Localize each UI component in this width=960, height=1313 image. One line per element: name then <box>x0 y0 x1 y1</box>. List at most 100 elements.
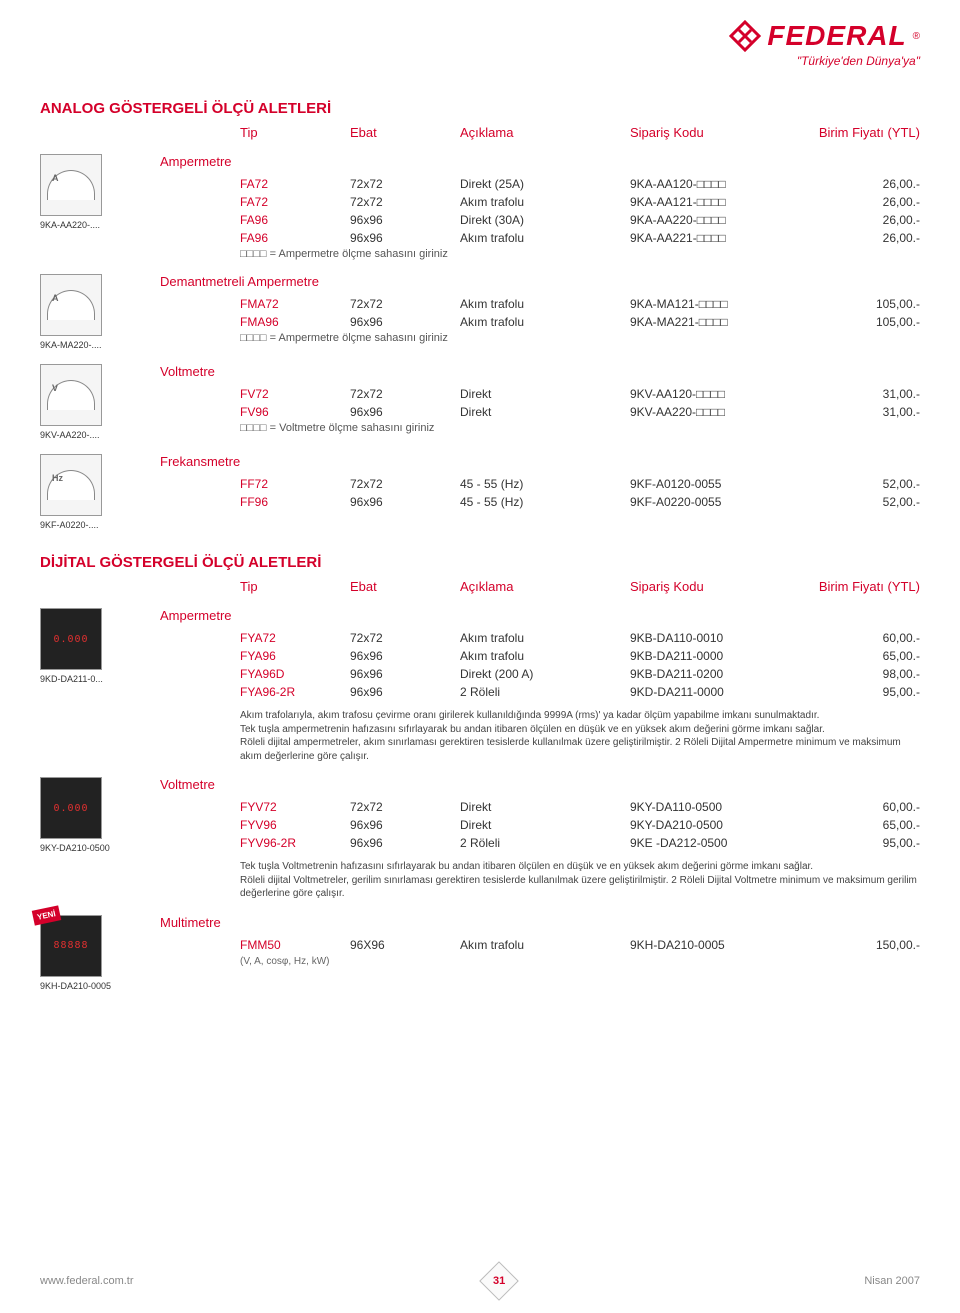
cell-tip: FV96 <box>240 403 350 421</box>
cell-ebat: 96x96 <box>350 647 460 665</box>
section2-title: DİJİTAL GÖSTERGELİ ÖLÇÜ ALETLERİ <box>40 554 920 571</box>
product-thumb: 0.000 <box>40 608 102 670</box>
new-badge: YENİ <box>32 905 61 925</box>
cell-ebat: 96x96 <box>350 211 460 229</box>
cell-aciklama: Direkt <box>460 385 630 403</box>
brand-tagline: "Türkiye'den Dünya'ya" <box>729 54 920 68</box>
cell-aciklama: Akım trafolu <box>460 229 630 247</box>
cell-fiyat: 52,00.- <box>800 475 920 493</box>
product-thumb: YENİ88888 <box>40 915 102 977</box>
cell-kod: 9KV-AA220-□□□□ <box>630 403 800 421</box>
category-name: Frekansmetre <box>160 454 920 469</box>
cell-aciklama: Direkt (25A) <box>460 175 630 193</box>
cell-fiyat: 65,00.- <box>800 816 920 834</box>
thumb-digits: 0.000 <box>53 634 88 645</box>
description-text: Tek tuşla Voltmetrenin hafızasını sıfırl… <box>160 860 920 901</box>
thumb-digits: 88888 <box>53 940 88 951</box>
cell-aciklama: Akım trafolu <box>460 193 630 211</box>
thumb-caption: 9KA-AA220-.... <box>40 220 160 230</box>
brand-logo-icon <box>729 20 761 52</box>
thumb-caption: 9KV-AA220-.... <box>40 430 160 440</box>
cell-kod: 9KY-DA110-0500 <box>630 798 800 816</box>
cell-aciklama: Direkt (200 A) <box>460 665 630 683</box>
note-text: □□□□ = Ampermetre ölçme sahasını giriniz <box>160 332 920 344</box>
cell-ebat: 96x96 <box>350 816 460 834</box>
cell-ebat: 96x96 <box>350 834 460 852</box>
cell-ebat: 96x96 <box>350 665 460 683</box>
cell-tip: FYA96-2R <box>240 683 350 701</box>
cell-aciklama: 45 - 55 (Hz) <box>460 475 630 493</box>
cell-fiyat: 95,00.- <box>800 683 920 701</box>
cell-kod: 9KB-DA211-0000 <box>630 647 800 665</box>
cell-kod: 9KY-DA210-0500 <box>630 816 800 834</box>
product-thumb: 0.000 <box>40 777 102 839</box>
table-row: FYA7272x72Akım trafolu9KB-DA110-001060,0… <box>160 629 920 647</box>
cell-aciklama: Akım trafolu <box>460 647 630 665</box>
description-text: Akım trafolarıyla, akım trafosu çevirme … <box>160 709 920 763</box>
brand-reg: ® <box>913 31 920 42</box>
table-row: FMA7272x72Akım trafolu9KA-MA121-□□□□105,… <box>160 295 920 313</box>
category-name: Multimetre <box>160 915 920 930</box>
cell-ebat: 96x96 <box>350 493 460 511</box>
cell-fiyat: 26,00.- <box>800 193 920 211</box>
cell-tip: FMA72 <box>240 295 350 313</box>
cell-fiyat: 31,00.- <box>800 385 920 403</box>
thumb-caption: 9KF-A0220-.... <box>40 520 160 530</box>
col-ebat: Ebat <box>350 579 460 594</box>
cell-fiyat: 105,00.- <box>800 313 920 331</box>
table-row: FF9696x9645 - 55 (Hz)9KF-A0220-005552,00… <box>160 493 920 511</box>
category-block: Hz9KF-A0220-....FrekansmetreFF7272x7245 … <box>40 454 920 530</box>
cell-kod: 9KH-DA210-0005 <box>630 936 800 954</box>
cell-aciklama: Akım trafolu <box>460 313 630 331</box>
footer: www.federal.com.tr 31 Nisan 2007 <box>40 1267 920 1295</box>
table-row: FA7272x72Direkt (25A)9KA-AA120-□□□□26,00… <box>160 175 920 193</box>
col-kod: Sipariş Kodu <box>630 579 800 594</box>
cell-kod: 9KV-AA120-□□□□ <box>630 385 800 403</box>
table-row: FMM5096X96Akım trafolu9KH-DA210-0005150,… <box>160 936 920 954</box>
cell-ebat: 72x72 <box>350 475 460 493</box>
cell-kod: 9KE -DA212-0500 <box>630 834 800 852</box>
cell-tip: FF96 <box>240 493 350 511</box>
cell-kod: 9KD-DA211-0000 <box>630 683 800 701</box>
cell-aciklama: Direkt <box>460 798 630 816</box>
cell-tip: FYA72 <box>240 629 350 647</box>
col-fiyat: Birim Fiyatı (YTL) <box>800 125 920 140</box>
thumb-caption: 9KA-MA220-.... <box>40 340 160 350</box>
brand-name: FEDERAL <box>767 20 906 52</box>
cell-ebat: 72x72 <box>350 629 460 647</box>
cell-fiyat: 26,00.- <box>800 211 920 229</box>
cell-tip: FA72 <box>240 175 350 193</box>
cell-kod: 9KA-MA221-□□□□ <box>630 313 800 331</box>
cell-aciklama: Akım trafolu <box>460 295 630 313</box>
category-block: 0.0009KD-DA211-0...AmpermetreFYA7272x72A… <box>40 608 920 763</box>
cell-ebat: 72x72 <box>350 798 460 816</box>
product-thumb: A <box>40 274 102 336</box>
cell-kod: 9KF-A0120-0055 <box>630 475 800 493</box>
cell-ebat: 96x96 <box>350 683 460 701</box>
category-block: A9KA-MA220-....Demantmetreli AmpermetreF… <box>40 274 920 350</box>
table-row: FYA9696x96Akım trafolu9KB-DA211-000065,0… <box>160 647 920 665</box>
cell-kod: 9KB-DA110-0010 <box>630 629 800 647</box>
cell-tip: FMM50 <box>240 936 350 954</box>
product-thumb: A <box>40 154 102 216</box>
cell-ebat: 72x72 <box>350 193 460 211</box>
cell-kod: 9KA-MA121-□□□□ <box>630 295 800 313</box>
subline: (V, A, cosφ, Hz, kW) <box>160 954 920 969</box>
dial-icon: V <box>47 380 95 410</box>
category-block: YENİ88888 9KH-DA210-0005 Multimetre FMM5096… <box>40 915 920 991</box>
table-row: FYA96-2R96x962 Röleli9KD-DA211-000095,00… <box>160 683 920 701</box>
thumb-caption: 9KY-DA210-0500 <box>40 843 160 853</box>
cell-fiyat: 26,00.- <box>800 175 920 193</box>
product-thumb: Hz <box>40 454 102 516</box>
table-row: FYV96-2R96x962 Röleli9KE -DA212-050095,0… <box>160 834 920 852</box>
thumb-digits: 0.000 <box>53 803 88 814</box>
cell-fiyat: 98,00.- <box>800 665 920 683</box>
cell-ebat: 72x72 <box>350 385 460 403</box>
cell-kod: 9KA-AA120-□□□□ <box>630 175 800 193</box>
cell-kod: 9KA-AA121-□□□□ <box>630 193 800 211</box>
section1-title: ANALOG GÖSTERGELİ ÖLÇÜ ALETLERİ <box>40 100 920 117</box>
cell-fiyat: 31,00.- <box>800 403 920 421</box>
cell-ebat: 96x96 <box>350 403 460 421</box>
table-row: FMA9696x96Akım trafolu9KA-MA221-□□□□105,… <box>160 313 920 331</box>
cell-aciklama: 2 Röleli <box>460 834 630 852</box>
